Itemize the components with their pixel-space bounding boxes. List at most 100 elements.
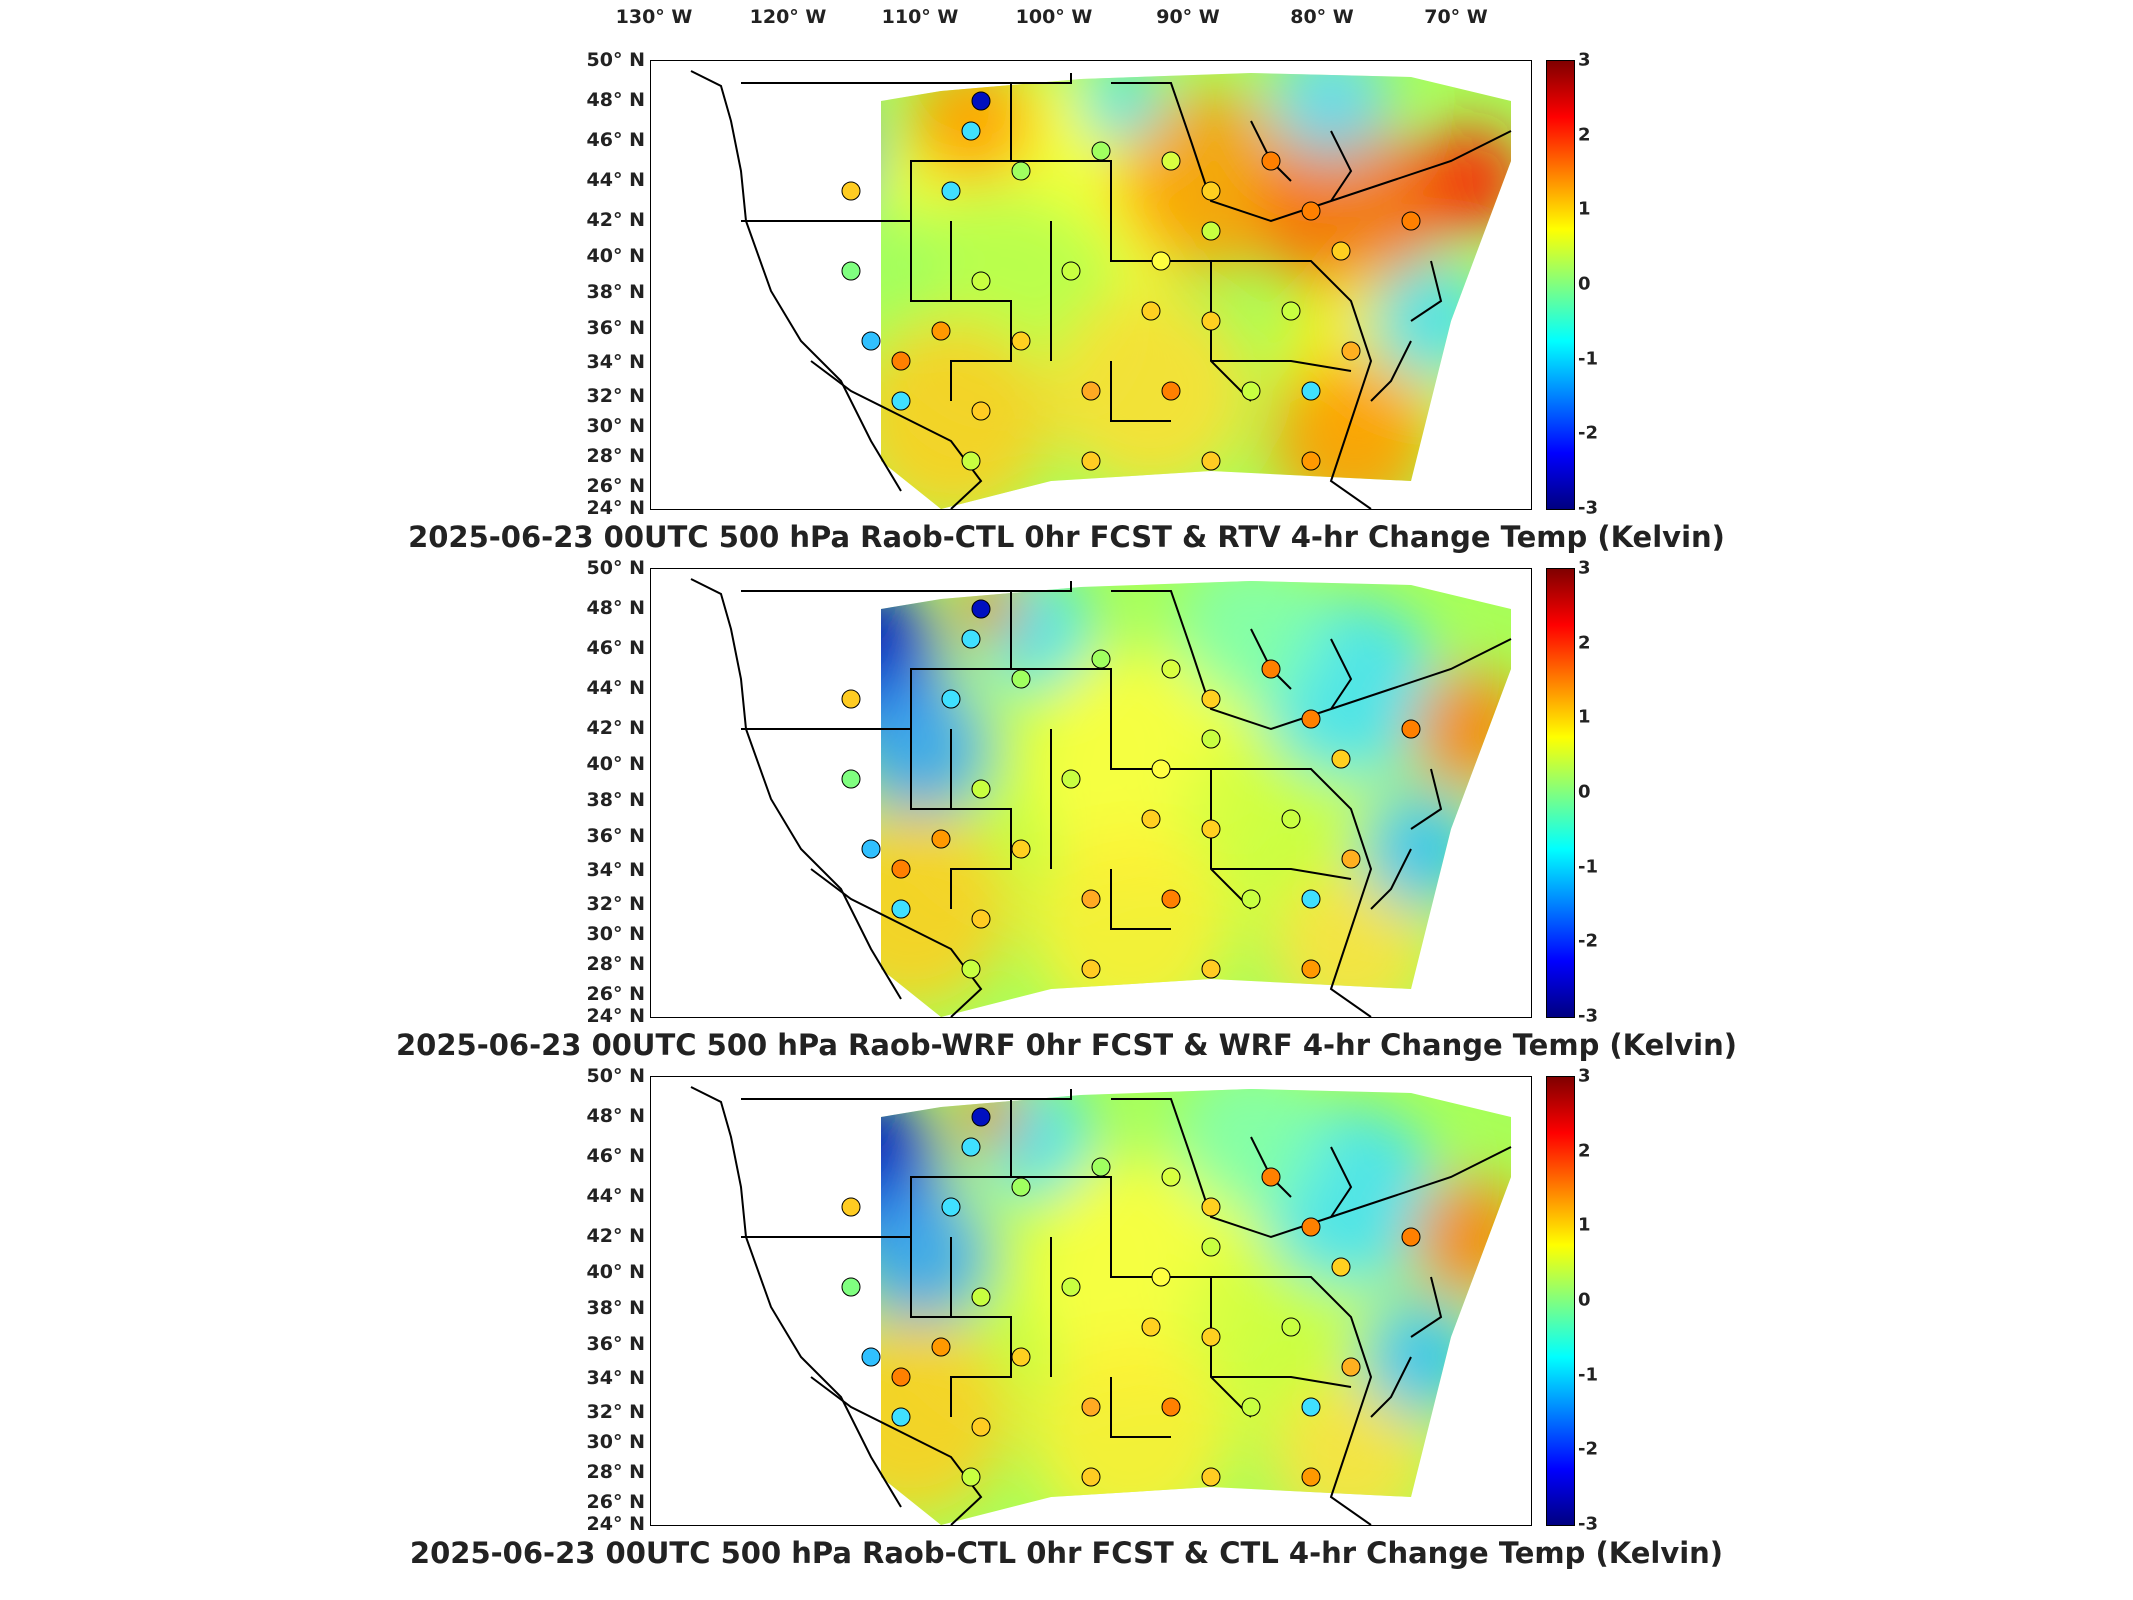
lat-label: 48° N [586,1105,645,1127]
raob-station-marker [1301,201,1321,221]
map-plot-area [650,568,1532,1018]
raob-station-marker [1011,161,1031,181]
raob-station-marker [1201,181,1221,201]
raob-station-marker [1241,889,1261,909]
lat-label: 36° N [586,317,645,339]
colorbar-tick: -2 [1578,422,1598,444]
raob-station-marker [931,1337,951,1357]
lat-label: 42° N [586,1225,645,1247]
raob-station-marker [1061,1277,1081,1297]
raob-station-marker [1281,809,1301,829]
colorbar-tick: -1 [1578,348,1598,370]
raob-station-marker [1261,1167,1281,1187]
raob-station-marker [1011,839,1031,859]
lat-label: 28° N [586,953,645,975]
raob-station-marker [1261,659,1281,679]
raob-station-marker [1081,381,1101,401]
raob-station-marker [1141,301,1161,321]
raob-station-marker [861,1347,881,1367]
raob-station-marker [1161,151,1181,171]
raob-station-marker [1261,151,1281,171]
raob-station-marker [1301,381,1321,401]
raob-station-marker [1301,959,1321,979]
lat-label: 36° N [586,1333,645,1355]
raob-station-marker [971,401,991,421]
panel-title: 2025-06-23 00UTC 500 hPa Raob-WRF 0hr FC… [395,1028,1737,1062]
raob-station-marker [961,1137,981,1157]
colorbar-tick: -1 [1578,856,1598,878]
lat-label: 44° N [586,677,645,699]
raob-station-marker [1201,1467,1221,1487]
raob-station-marker [891,899,911,919]
colorbar [1546,1076,1575,1526]
raob-station-marker [1141,1317,1161,1337]
raob-station-marker [891,351,911,371]
raob-station-marker [1331,749,1351,769]
colorbar-tick: 1 [1578,1214,1591,1236]
raob-station-marker [971,779,991,799]
raob-station-marker [961,959,981,979]
lon-label: 110° W [881,6,959,28]
temperature-change-map [690,1086,1512,1525]
longitude-axis-labels: 130° W 120° W 110° W 100° W 90° W 80° W … [0,6,2133,36]
temperature-change-map [690,578,1512,1017]
colorbar-tick: -3 [1578,1005,1598,1027]
raob-station-marker [841,1277,861,1297]
raob-station-marker [1201,1237,1221,1257]
raob-station-marker [1081,959,1101,979]
raob-station-marker [1081,889,1101,909]
raob-station-marker [1161,381,1181,401]
raob-station-marker [1011,669,1031,689]
raob-station-marker [861,839,881,859]
colorbar [1546,568,1575,1018]
raob-station-marker [1331,1257,1351,1277]
lat-label: 46° N [586,637,645,659]
raob-station-marker [841,181,861,201]
raob-station-marker [1061,769,1081,789]
lat-label: 26° N [586,475,645,497]
raob-station-marker [1081,451,1101,471]
raob-station-marker [971,91,991,111]
lat-label: 26° N [586,983,645,1005]
colorbar-tick-labels: 3 2 1 0 -1 -2 -3 [1578,558,1618,1027]
raob-station-marker [961,451,981,471]
raob-station-marker [941,689,961,709]
raob-station-marker [891,859,911,879]
raob-station-marker [1151,1267,1171,1287]
lat-label: 34° N [586,859,645,881]
raob-station-marker [971,599,991,619]
colorbar-tick: -2 [1578,1438,1598,1460]
raob-station-marker [1301,1397,1321,1417]
lat-label: 32° N [586,893,645,915]
raob-station-marker [1091,141,1111,161]
raob-station-marker [841,261,861,281]
colorbar-tick: 3 [1578,1065,1591,1087]
lon-label: 130° W [615,6,693,28]
raob-station-marker [1151,251,1171,271]
lat-label: 44° N [586,169,645,191]
colorbar-tick: 1 [1578,198,1591,220]
raob-station-marker [1401,719,1421,739]
raob-station-marker [1201,689,1221,709]
raob-station-marker [841,769,861,789]
colorbar [1546,60,1575,510]
raob-station-marker [971,271,991,291]
panel-title: 2025-06-23 00UTC 500 hPa Raob-CTL 0hr FC… [408,520,1725,554]
lat-label: 32° N [586,1401,645,1423]
colorbar-tick: -1 [1578,1364,1598,1386]
lon-label: 70° W [1424,6,1488,28]
lat-label: 44° N [586,1185,645,1207]
raob-station-marker [891,1367,911,1387]
lat-label: 32° N [586,385,645,407]
raob-station-marker [1201,819,1221,839]
lat-label: 50° N [586,1065,645,1087]
raob-station-marker [971,909,991,929]
lat-label: 50° N [586,557,645,579]
raob-station-marker [1281,301,1301,321]
raob-station-marker [891,1407,911,1427]
lat-label: 24° N [586,1005,645,1027]
colorbar-tick: 1 [1578,706,1591,728]
raob-station-marker [1011,1177,1031,1197]
raob-station-marker [961,1467,981,1487]
raob-station-marker [1161,1167,1181,1187]
